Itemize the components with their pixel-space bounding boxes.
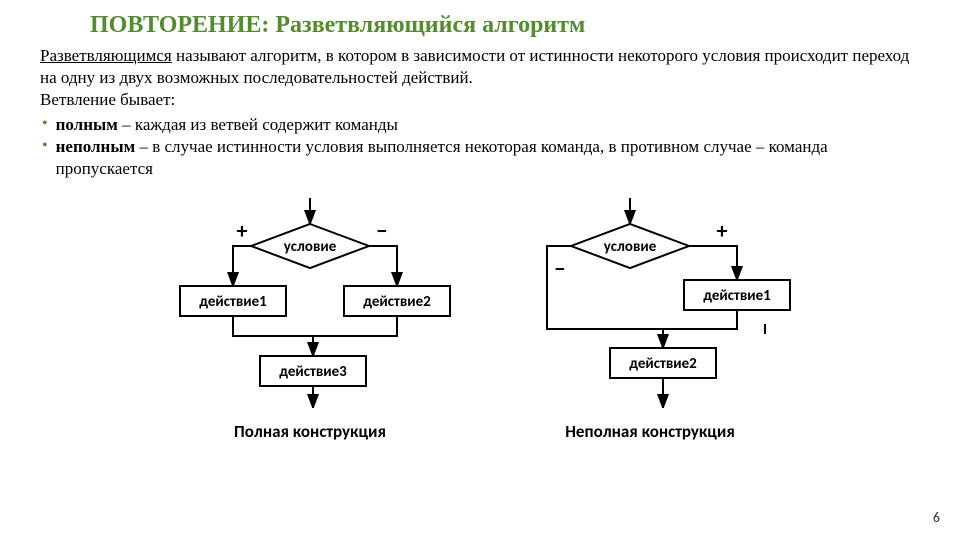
bullet-dot-icon: •	[42, 114, 48, 134]
bullet-desc: – в случае истинности условия выполняетс…	[56, 137, 828, 178]
flowchart-partial-svg: условие + − действие1 действие2	[500, 198, 800, 408]
page-title: ПОВТОРЕНИЕ: Разветвляющийся алгоритм	[90, 12, 960, 39]
svg-text:условие: условие	[284, 238, 337, 256]
svg-text:+: +	[717, 217, 728, 244]
bullet-desc: – каждая из ветвей содержит команды	[118, 115, 398, 134]
svg-text:действие1: действие1	[703, 287, 771, 305]
body-text: Разветвляющимся называют алгоритм, в кот…	[40, 45, 920, 180]
bullet-list: • полным – каждая из ветвей содержит ком…	[40, 114, 920, 179]
bullet-item: • полным – каждая из ветвей содержит ком…	[40, 114, 920, 136]
bullet-term: полным	[56, 115, 118, 134]
svg-text:+: +	[237, 217, 248, 244]
bullet-dot-icon: •	[42, 136, 48, 156]
flowchart-full: условие + − действие1 действие2 действие3 Пол…	[160, 198, 460, 442]
svg-text:действие1: действие1	[199, 293, 267, 311]
bullet-item: • неполным – в случае истинности условия…	[40, 136, 920, 180]
flowchart-partial: условие + − действие1 действие2 Неполная кон…	[500, 198, 800, 442]
definition: Разветвляющимся называют алгоритм, в кот…	[40, 45, 920, 89]
svg-text:−: −	[377, 217, 388, 244]
caption-partial: Неполная конструкция	[500, 421, 800, 442]
flowchart-full-svg: условие + − действие1 действие2 действие3	[160, 198, 460, 408]
definition-term: Разветвляющимся	[40, 46, 172, 65]
flowcharts: условие + − действие1 действие2 действие3 Пол…	[0, 198, 960, 442]
branching-intro: Ветвление бывает:	[40, 89, 920, 111]
svg-text:−: −	[555, 255, 566, 282]
caption-full: Полная конструкция	[160, 421, 460, 442]
svg-text:действие2: действие2	[629, 355, 697, 373]
bullet-term: неполным	[56, 137, 136, 156]
svg-text:условие: условие	[604, 238, 657, 256]
page-number: 6	[933, 509, 940, 526]
svg-text:действие3: действие3	[279, 363, 347, 381]
svg-text:действие2: действие2	[363, 293, 431, 311]
